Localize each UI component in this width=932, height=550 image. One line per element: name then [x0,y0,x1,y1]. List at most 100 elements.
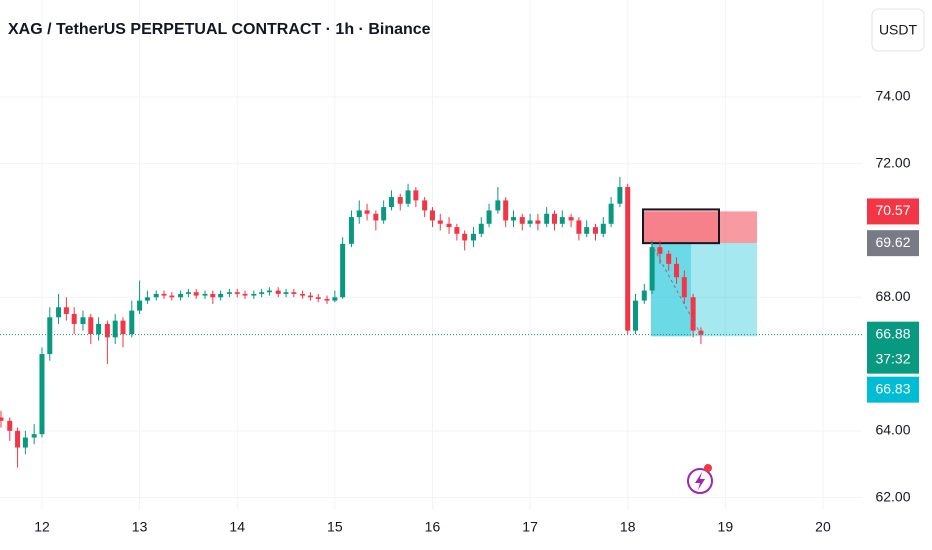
candle-body [324,298,330,301]
currency-label[interactable]: USDT [879,22,918,38]
stop-zone [642,211,757,244]
candle-body [657,247,663,254]
candle-body [568,217,574,221]
candle-body [446,223,452,228]
stop-label: 70.57 [875,202,910,218]
candle-body [22,437,28,448]
price-axis: 62.00 64.00 68.00 72.00 74.00 12 13 14 15 16 17 18 1… [34,88,919,535]
candle-body [234,292,240,294]
candle-body [625,187,631,331]
candle-body [129,310,135,334]
candle-body [584,227,590,234]
candle-body [144,297,150,301]
plot-area [0,177,862,468]
candle-body [486,210,492,224]
countdown-label: 37:32 [875,350,910,366]
candle-body [300,293,306,296]
x-tick-label: 15 [327,519,343,535]
chart-title: XAG / TetherUS PERPETUAL CONTRACT · 1h ·… [8,21,431,38]
candle-body [388,197,394,208]
y-tick-label: 64.00 [875,422,910,438]
candle-body [519,217,525,224]
candle-body [185,292,191,294]
candle-body [348,217,354,244]
candle-body [462,233,468,241]
candle-body [674,263,680,278]
candle-body [356,210,362,218]
stop-label-bg [867,198,919,225]
currency-button[interactable] [871,8,925,52]
x-tick-label: 13 [132,519,148,535]
target-label: 66.83 [875,380,910,396]
x-tick-label: 19 [718,519,734,535]
candle-body [340,243,346,298]
candle-body [169,295,175,298]
candle-body [698,330,704,335]
candle-body [364,210,370,214]
alert-icon[interactable] [687,464,713,494]
candle-body [31,434,37,438]
candle-body [429,210,435,221]
candle-body [535,220,541,224]
candle-body [437,220,443,224]
candle-body [641,290,647,301]
candle-body [381,207,387,221]
x-tick-label: 14 [229,519,245,535]
candle-body [478,223,484,234]
last-price-label: 66.88 [875,325,910,341]
candle-body [178,293,184,298]
entry-label-bg [867,230,919,257]
candle-body [275,290,281,294]
candle-body [218,293,224,298]
candle-body [592,227,598,234]
candle-body [503,200,509,221]
candle-body [15,430,21,448]
candle-body [47,317,53,355]
candle-body [681,277,687,298]
candle-body [397,197,403,204]
candle-body [104,323,110,338]
x-tick-label: 17 [522,519,538,535]
candle-body [576,220,582,234]
candle-body [259,292,265,294]
candle-body [137,300,143,311]
candle-body [527,220,533,224]
candle-body [283,292,289,294]
candle-body [291,292,297,294]
candle-body [0,417,4,421]
candle-body [56,307,62,318]
candle-body [633,300,639,331]
candle-body [153,293,159,298]
candle-body [495,200,501,211]
candle-body [161,293,167,296]
candle-body [413,190,419,201]
candle-body [454,227,460,234]
candle-body [510,217,516,221]
candle-body [242,293,248,296]
candle-body [80,317,86,324]
candle-body [422,200,428,211]
candle-body [332,297,338,301]
x-tick-label: 20 [815,519,831,535]
candle-body [120,320,126,334]
y-tick-label: 62.00 [875,488,910,504]
candle-body [600,223,606,234]
candle-body [112,320,118,338]
candle-body [193,292,199,296]
candle-body [544,213,550,224]
candle-body [88,317,94,334]
candle-body [7,420,13,431]
last-price-bg [867,321,919,374]
candle-body [96,323,102,334]
candle-body [690,297,696,331]
candle-body [210,293,216,298]
candle-body [551,213,557,224]
candle-body [202,293,208,296]
candle-body [405,190,411,204]
candle-body [470,233,476,241]
candle-body [63,307,69,314]
candle-body [39,354,45,435]
candle-body [373,213,379,221]
